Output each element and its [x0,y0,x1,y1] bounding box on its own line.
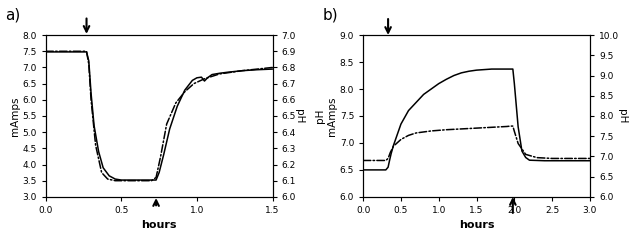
Text: a): a) [5,7,20,22]
Text: b): b) [322,7,338,22]
Y-axis label: pH: pH [294,109,304,123]
Y-axis label: pH
mAmps: pH mAmps [315,96,337,136]
X-axis label: hours: hours [141,220,177,230]
Y-axis label: pH: pH [617,109,627,123]
X-axis label: hours: hours [459,220,494,230]
Y-axis label: mAmps: mAmps [9,96,20,136]
